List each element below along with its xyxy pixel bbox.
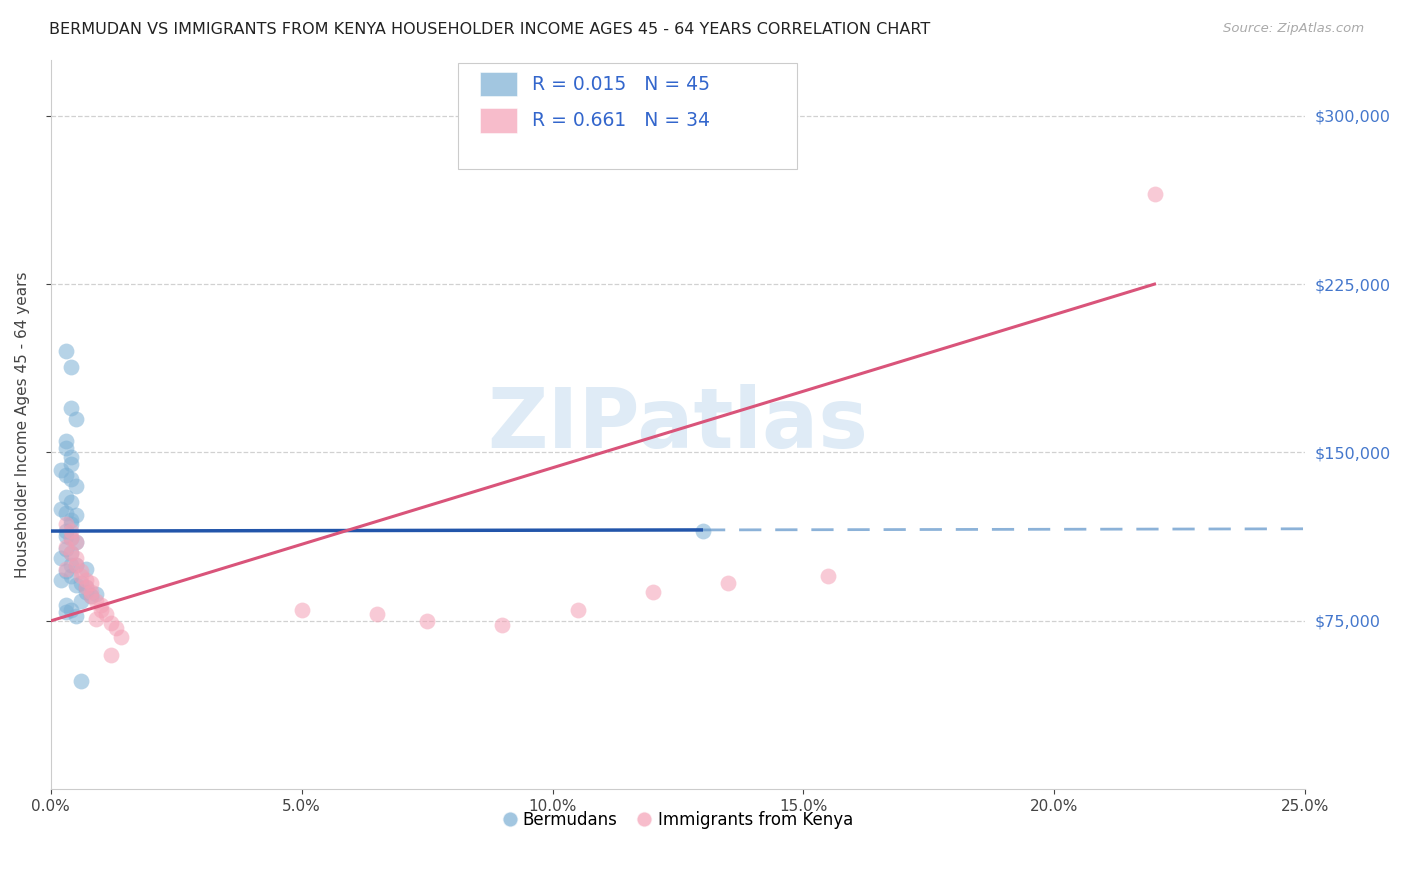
Point (75, 580, 97, 594)
Point (59, 360, 82, 375)
Point (49, 463, 72, 477)
FancyBboxPatch shape (458, 63, 797, 169)
Point (65, 558, 87, 572)
Text: R = 0.015   N = 45: R = 0.015 N = 45 (533, 75, 710, 94)
Point (65, 412, 87, 426)
Point (55, 605, 77, 619)
Point (70, 575, 93, 590)
Point (55, 598, 77, 612)
Point (59, 517, 82, 532)
Point (75, 580, 97, 594)
Point (59, 524, 82, 538)
Point (80, 589, 103, 603)
Point (65, 479, 87, 493)
Point (59, 602, 82, 616)
Point (94, 607, 117, 621)
Point (59, 547, 82, 561)
Point (59, 457, 82, 471)
Point (80, 584, 103, 599)
Point (65, 535, 87, 549)
Point (75, 562, 97, 576)
Bar (479, 72, 517, 96)
Point (80, 575, 103, 590)
Point (59, 547, 82, 561)
Point (59, 513, 82, 527)
Point (70, 569, 93, 583)
Point (55, 467, 77, 482)
Point (55, 562, 77, 576)
Point (65, 578, 87, 592)
Point (65, 535, 87, 549)
Point (59, 531, 82, 545)
Point (65, 551, 87, 566)
Bar (479, 109, 517, 133)
Point (1143, 187, 1166, 202)
Point (49, 501, 72, 516)
Point (75, 584, 97, 599)
Point (84, 593, 107, 607)
Point (692, 524, 714, 538)
Point (65, 609, 87, 624)
Point (59, 472, 82, 486)
Point (59, 558, 82, 572)
Point (55, 441, 77, 455)
Point (817, 569, 839, 583)
Text: BERMUDAN VS IMMIGRANTS FROM KENYA HOUSEHOLDER INCOME AGES 45 - 64 YEARS CORRELAT: BERMUDAN VS IMMIGRANTS FROM KENYA HOUSEH… (49, 22, 931, 37)
Point (55, 541, 77, 556)
Point (59, 531, 82, 545)
Text: ZIPatlas: ZIPatlas (488, 384, 869, 465)
Point (55, 528, 77, 542)
Point (84, 611, 107, 625)
Point (110, 630, 132, 644)
Point (55, 517, 77, 532)
Point (90, 602, 112, 616)
Y-axis label: Householder Income Ages 45 - 64 years: Householder Income Ages 45 - 64 years (15, 271, 30, 578)
Point (70, 565, 93, 579)
Point (717, 575, 740, 590)
Point (59, 401, 82, 415)
Legend: Bermudans, Immigrants from Kenya: Bermudans, Immigrants from Kenya (496, 805, 859, 836)
Point (84, 587, 107, 601)
Point (70, 674, 93, 689)
Point (100, 616, 122, 631)
Point (55, 491, 77, 505)
Point (291, 602, 314, 616)
Text: Source: ZipAtlas.com: Source: ZipAtlas.com (1223, 22, 1364, 36)
Point (366, 607, 388, 621)
Point (416, 614, 439, 628)
Point (55, 540, 77, 554)
Point (65, 508, 87, 523)
Point (100, 648, 122, 662)
Point (59, 569, 82, 583)
Point (49, 551, 72, 566)
Point (70, 593, 93, 607)
Point (59, 495, 82, 509)
Point (491, 618, 513, 632)
Point (641, 584, 664, 599)
Point (55, 565, 77, 579)
Point (567, 602, 589, 616)
Point (90, 598, 112, 612)
Point (75, 574, 97, 588)
Point (55, 434, 77, 449)
Point (59, 450, 82, 464)
Point (55, 524, 77, 538)
Point (65, 558, 87, 572)
Point (49, 574, 72, 588)
Point (105, 621, 128, 635)
Point (55, 344, 77, 359)
Point (55, 506, 77, 520)
Text: R = 0.661   N = 34: R = 0.661 N = 34 (533, 111, 710, 130)
Point (80, 589, 103, 603)
